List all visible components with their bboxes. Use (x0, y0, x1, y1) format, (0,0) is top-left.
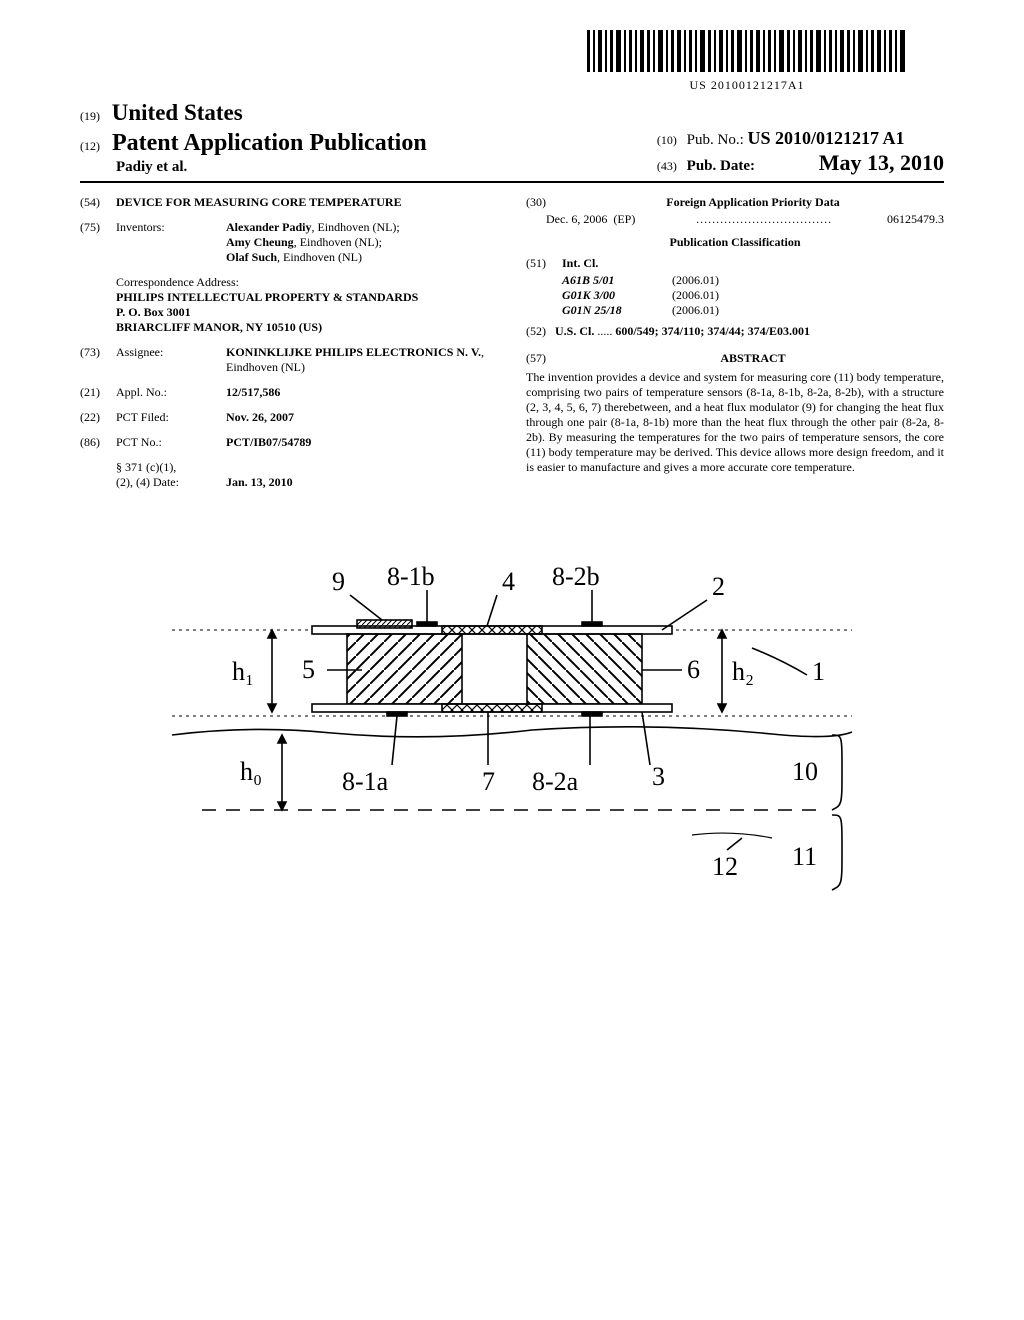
inventors-label: Inventors: (116, 220, 226, 265)
intcl-ver: (2006.01) (672, 288, 762, 303)
appl-label: Appl. No.: (116, 385, 226, 400)
authors-line: Padiy et al. (116, 158, 427, 177)
intcl-code-val: G01K 3/00 (562, 288, 672, 303)
assignee-label: Assignee: (116, 345, 226, 375)
corr-line: P. O. Box 3001 (116, 305, 498, 320)
fig-label-11: 11 (792, 842, 817, 871)
fig-label-8-1b: 8-1b (387, 562, 435, 591)
s371-label: § 371 (c)(1), (116, 460, 226, 475)
figure-svg: h₁ h₂ h₀ 5 6 9 8-1b 4 8-2b 2 1 8-1a (132, 530, 892, 950)
uscl-label: U.S. Cl. (555, 324, 594, 338)
country-code: (19) (80, 109, 100, 123)
fig-label-h2: h₂ (732, 657, 754, 686)
s371-date: Jan. 13, 2010 (226, 475, 498, 490)
pub-type-code: (12) (80, 139, 100, 153)
foreign-title: Foreign Application Priority Data (562, 195, 944, 210)
fig-label-8-1a: 8-1a (342, 767, 389, 796)
intcl-code: (51) (526, 256, 562, 271)
barcode-graphic (587, 30, 907, 76)
appl-no: 12/517,586 (226, 385, 498, 400)
assignee: KONINKLIJKE PHILIPS ELECTRONICS N. V., E… (226, 345, 498, 375)
intcl-ver: (2006.01) (672, 273, 762, 288)
foreign-code: (30) (526, 195, 562, 210)
intcl-table: A61B 5/01(2006.01) G01K 3/00(2006.01) G0… (562, 273, 944, 318)
fig-label-8-2a: 8-2a (532, 767, 579, 796)
fig-label-7: 7 (482, 767, 495, 796)
assignee-code: (73) (80, 345, 116, 375)
pct-no: PCT/IB07/54789 (226, 435, 498, 450)
pub-date-label: Pub. Date: (687, 158, 755, 174)
biblio-columns: (54) DEVICE FOR MEASURING CORE TEMPERATU… (80, 195, 944, 500)
pub-no: US 2010/0121217 A1 (748, 128, 905, 148)
fig-label-3: 3 (652, 762, 665, 791)
fig-label-12: 12 (712, 852, 738, 881)
inventor-name: Amy Cheung (226, 235, 294, 249)
corr-line: PHILIPS INTELLECTUAL PROPERTY & STANDARD… (116, 290, 498, 305)
intcl-code-val: A61B 5/01 (562, 273, 672, 288)
fig-label-h1: h₁ (232, 657, 254, 686)
pub-no-code: (10) (657, 133, 677, 147)
pct-no-code: (86) (80, 435, 116, 450)
fig-label-6: 6 (687, 655, 700, 684)
pub-no-label: Pub. No.: (687, 132, 744, 148)
header: (19) United States (12) Patent Applicati… (80, 99, 944, 183)
pct-filed-label: PCT Filed: (116, 410, 226, 425)
uscl-code: (52) (526, 324, 546, 338)
foreign-num: 06125479.3 (887, 212, 944, 227)
title-code: (54) (80, 195, 116, 210)
pub-type: Patent Application Publication (112, 130, 427, 156)
intcl-label: Int. Cl. (562, 256, 944, 271)
foreign-cc: (EP) (613, 212, 635, 227)
intcl-code-val: G01N 25/18 (562, 303, 672, 318)
corr-label: Correspondence Address: (116, 275, 498, 290)
header-right: (10) Pub. No.: US 2010/0121217 A1 (43) P… (657, 127, 944, 177)
abstract-code: (57) (526, 351, 562, 366)
correspondence: Correspondence Address: PHILIPS INTELLEC… (116, 275, 498, 335)
foreign-date: Dec. 6, 2006 (546, 212, 607, 227)
fig-label-5: 5 (302, 655, 315, 684)
inventors-list: Alexander Padiy, Eindhoven (NL); Amy Che… (226, 220, 498, 265)
inventor-loc: Eindhoven (NL); (317, 220, 399, 234)
country: United States (112, 100, 243, 125)
pct-no-label: PCT No.: (116, 435, 226, 450)
pub-date: May 13, 2010 (819, 150, 944, 175)
header-left: (19) United States (12) Patent Applicati… (80, 99, 427, 177)
pct-filed: Nov. 26, 2007 (226, 410, 498, 425)
abstract-text: The invention provides a device and syst… (526, 370, 944, 475)
pct-filed-code: (22) (80, 410, 116, 425)
appl-code: (21) (80, 385, 116, 400)
left-column: (54) DEVICE FOR MEASURING CORE TEMPERATU… (80, 195, 498, 500)
intcl-ver: (2006.01) (672, 303, 762, 318)
pubclass-title: Publication Classification (526, 235, 944, 250)
inventors-code: (75) (80, 220, 116, 265)
fig-label-h0: h₀ (240, 757, 262, 786)
barcode-block: US 20100121217A1 (550, 30, 944, 93)
fig-label-10: 10 (792, 757, 818, 786)
inventor-loc: Eindhoven (NL) (283, 250, 362, 264)
pub-date-code: (43) (657, 159, 677, 173)
inventor-name: Alexander Padiy (226, 220, 311, 234)
fig-label-9: 9 (332, 567, 345, 596)
fig-label-1: 1 (812, 657, 825, 686)
uscl-dots: ..... (597, 324, 612, 338)
corr-line: BRIARCLIFF MANOR, NY 10510 (US) (116, 320, 498, 335)
fig-label-8-2b: 8-2b (552, 562, 600, 591)
fig-label-4: 4 (502, 567, 515, 596)
right-column: (30) Foreign Application Priority Data D… (526, 195, 944, 500)
barcode-number: US 20100121217A1 (550, 78, 944, 93)
invention-title: DEVICE FOR MEASURING CORE TEMPERATURE (116, 195, 498, 210)
foreign-dots: .................................. (641, 212, 887, 227)
fig-label-2: 2 (712, 572, 725, 601)
s371-label2: (2), (4) Date: (116, 475, 226, 490)
assignee-name: KONINKLIJKE PHILIPS ELECTRONICS N. V. (226, 345, 481, 359)
abstract-label: ABSTRACT (562, 351, 944, 366)
patent-figure: h₁ h₂ h₀ 5 6 9 8-1b 4 8-2b 2 1 8-1a (80, 530, 944, 950)
inventor-loc: Eindhoven (NL); (300, 235, 382, 249)
uscl-vals: 600/549; 374/110; 374/44; 374/E03.001 (615, 324, 810, 338)
inventor-name: Olaf Such (226, 250, 277, 264)
